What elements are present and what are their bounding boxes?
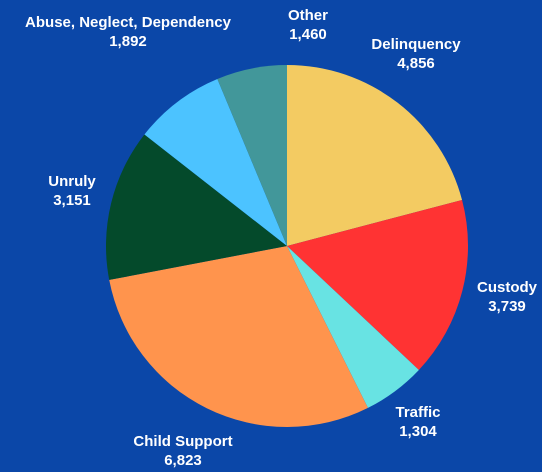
label-value: 1,304	[399, 423, 437, 440]
label-value: 6,823	[164, 452, 202, 469]
pie-slice-unruly	[106, 134, 287, 280]
slice-label-traffic: Traffic 1,304	[370, 403, 466, 441]
label-name: Child Support	[133, 433, 233, 450]
label-value: 1,460	[289, 26, 327, 43]
pie-slice-other	[217, 65, 287, 246]
slice-label-other: Other 1,460	[268, 6, 348, 44]
slice-label-child-support: Child Support 6,823	[108, 432, 258, 470]
pie-slice-custody	[287, 199, 468, 370]
label-name: Unruly	[48, 173, 96, 190]
pie-slice-abuse-neglect-dependency	[144, 78, 287, 246]
slice-label-delinquency: Delinquency 4,856	[356, 35, 476, 73]
label-name: Traffic	[395, 404, 441, 421]
slice-label-custody: Custody 3,739	[462, 278, 542, 316]
label-value: 4,856	[397, 55, 435, 72]
pie-slice-child-support	[109, 246, 368, 427]
label-name: Delinquency	[371, 36, 461, 53]
label-name: Custody	[477, 279, 537, 296]
slice-label-abuse: Abuse, Neglect, Dependency 1,892	[0, 13, 256, 51]
label-name: Other	[287, 7, 328, 24]
label-value: 3,739	[488, 298, 526, 315]
label-name: Abuse, Neglect, Dependency	[25, 14, 231, 31]
label-value: 1,892	[109, 33, 147, 50]
pie-slice-delinquency	[287, 65, 463, 246]
pie-slice-traffic	[287, 246, 419, 408]
label-value: 3,151	[53, 192, 91, 209]
slice-label-unruly: Unruly 3,151	[30, 172, 114, 210]
